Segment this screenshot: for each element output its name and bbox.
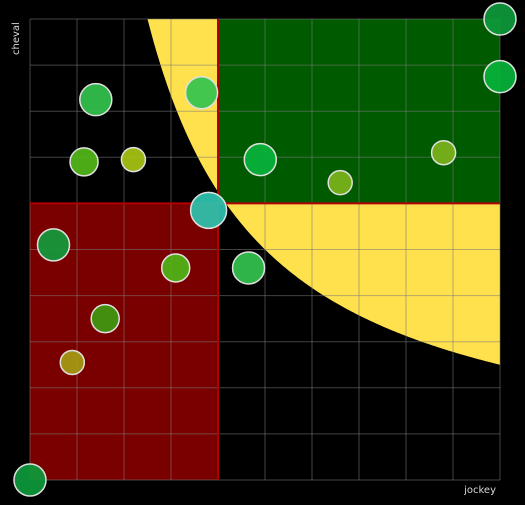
y-axis-label: cheval — [11, 22, 22, 55]
x-axis-label: jockey — [463, 485, 496, 496]
data-point — [327, 169, 353, 196]
data-point — [13, 463, 47, 497]
data-point — [483, 2, 517, 36]
data-point — [231, 251, 266, 285]
data-point — [483, 59, 517, 94]
data-point — [160, 253, 191, 283]
data-point — [184, 76, 219, 110]
data-points — [13, 2, 517, 497]
data-point — [59, 349, 86, 376]
data-point — [79, 82, 113, 117]
data-point — [69, 147, 99, 177]
data-point — [430, 139, 457, 166]
data-point — [243, 142, 278, 177]
data-point — [36, 228, 71, 262]
data-point — [120, 146, 147, 173]
data-point — [90, 303, 120, 334]
data-point — [189, 191, 228, 230]
